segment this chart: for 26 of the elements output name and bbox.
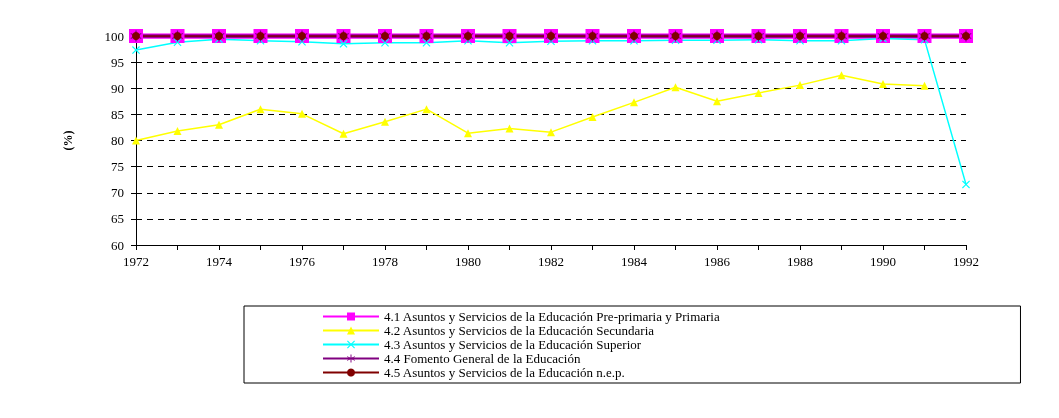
y-axis-title: (%) (61, 130, 75, 151)
y-tick-label: 65 (111, 211, 124, 227)
x-tick-label: 1984 (621, 254, 648, 269)
y-tick-label: 95 (111, 54, 124, 70)
x-tick-label: 1988 (787, 254, 813, 269)
x-tick-label: 1986 (704, 254, 731, 269)
x-tick-label: 1974 (206, 254, 233, 269)
x-tick-label: 1990 (870, 254, 896, 269)
x-tick-label: 1976 (289, 254, 316, 269)
x-tick-label: 1980 (455, 254, 481, 269)
x-tick-label: 1992 (953, 254, 979, 269)
y-tick-label: 100 (104, 28, 124, 44)
y-tick-label: 70 (111, 185, 124, 201)
y-tick-label: 85 (111, 106, 124, 122)
legend-label: 4.4 Fomento General de la Educación (384, 351, 581, 366)
y-tick-label: 80 (111, 133, 124, 148)
legend-label: 4.1 Asuntos y Servicios de la Educación Pre-primaria y Primaria (384, 309, 720, 324)
x-tick-label: 1982 (538, 254, 564, 269)
y-tick-label: 60 (111, 237, 124, 253)
x-tick-label: 1978 (372, 254, 398, 269)
y-tick-label: 90 (111, 80, 124, 96)
legend-label: 4.2 Asuntos y Servicios de la Educación Secundaria (384, 323, 655, 338)
y-tick-label: 75 (111, 159, 124, 175)
legend-label: 4.5 Asuntos y Servicios de la Educación n.e.p. (384, 365, 625, 380)
x-tick-label: 1972 (123, 254, 149, 269)
legend-label: 4.3 Asuntos y Servicios de la Educación Superior (384, 337, 642, 352)
